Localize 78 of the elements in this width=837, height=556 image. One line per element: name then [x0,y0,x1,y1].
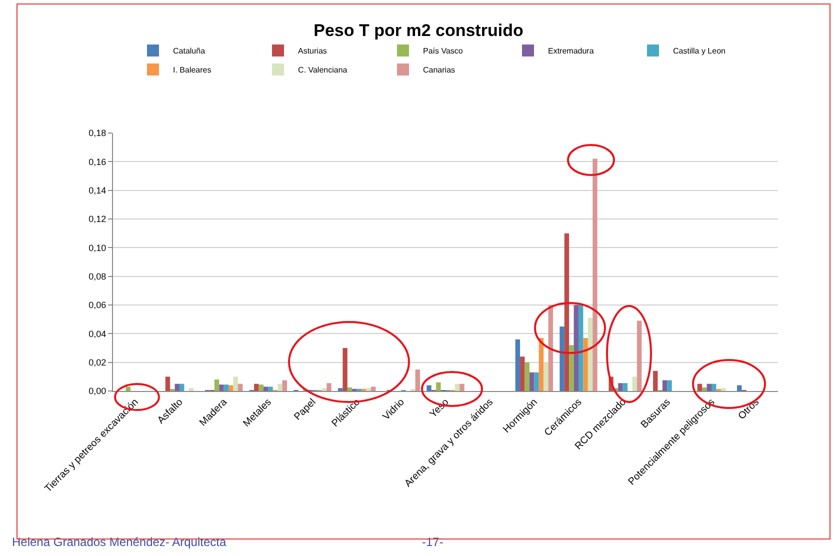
y-tick-label: 0,00 [88,386,106,396]
bar [188,388,194,391]
bar [574,305,578,391]
bar [126,386,130,391]
bar [622,383,628,391]
bar [180,384,184,391]
bar [588,318,593,391]
bar [592,158,598,391]
legend-label: País Vasco [423,46,464,56]
bar [370,386,376,391]
legend-label: Canarias [423,66,456,75]
bar [636,320,642,391]
bar [233,376,238,391]
bar [263,386,268,391]
bar [736,385,742,391]
bar [538,338,544,391]
bar [268,386,273,391]
bar [632,376,637,391]
bar [712,384,716,391]
y-tick-label: 0,08 [88,271,106,282]
bar [214,380,220,391]
legend-label: C. Valenciana [298,66,348,75]
bar [460,384,464,391]
bar [702,387,707,391]
bar [515,339,520,391]
legend-label: I. Baleares [173,66,212,75]
bar [322,388,327,391]
bar [560,326,564,391]
y-tick-label: 0,16 [88,156,106,167]
bar [258,384,264,391]
bar [254,384,259,391]
bar [165,376,170,391]
legend-label: Extremadura [548,46,594,56]
bar [174,384,180,391]
bar [224,384,229,391]
bar [219,384,224,391]
bar [342,348,348,391]
bar [426,385,432,391]
bar [706,384,712,391]
bar [529,372,534,391]
bar [544,362,548,391]
bar [326,383,332,391]
bar [564,233,570,391]
bar [238,384,243,391]
bar [520,356,525,391]
bar [347,387,352,391]
bar [436,382,441,391]
legend-label: Cataluña [173,46,206,56]
bar [583,338,588,391]
legend-label: Asturias [298,46,327,56]
bar [278,384,282,391]
legend-label: Castilla y Leon [673,46,726,56]
bar [697,384,702,391]
bar [415,370,420,391]
bar [534,372,539,391]
bar [454,384,460,391]
y-tick-label: 0,04 [88,328,106,339]
y-tick-label: 0,06 [88,300,106,310]
y-tick-label: 0,02 [88,357,106,368]
bar [524,362,530,391]
bar [653,370,658,391]
y-tick-label: 0,14 [88,185,106,196]
chart-title: Peso T por m2 construido [314,20,524,40]
bar [338,388,343,391]
bar [228,385,234,391]
bar [618,383,623,391]
bar [548,305,554,391]
bar [720,388,726,391]
y-tick-label: 0,18 [88,128,106,138]
bar [578,305,584,391]
bar [282,380,288,391]
y-tick-label: 0,12 [88,214,106,224]
bar [569,345,574,391]
bar [366,388,371,391]
bar [667,380,672,391]
bar [662,380,668,391]
y-tick-label: 0,10 [88,242,106,253]
text: Helena Granados Menéndez- Arquitecta [12,535,226,549]
